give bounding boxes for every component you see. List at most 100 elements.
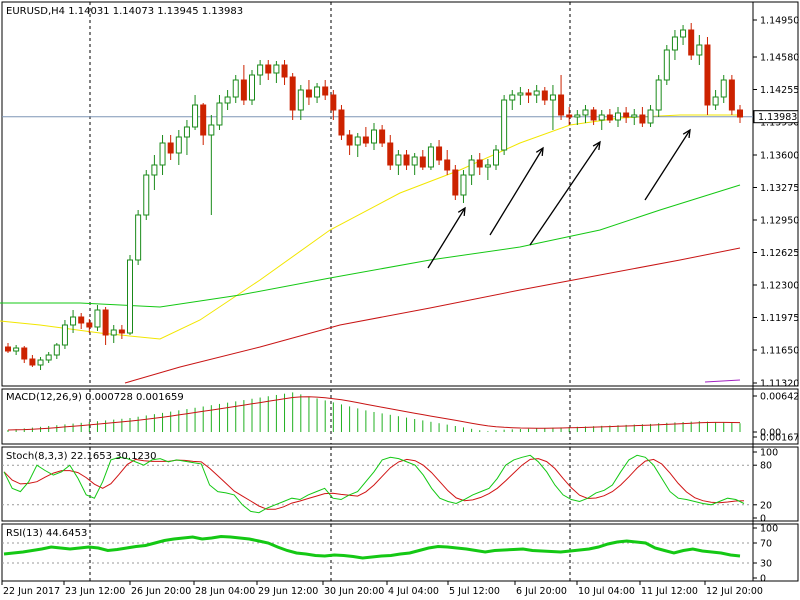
stoch-tick-label: 100: [760, 448, 778, 459]
macd-signal-line: [7, 396, 741, 431]
candle: [216, 102, 223, 126]
candle: [549, 94, 556, 101]
candle: [395, 154, 402, 166]
candle: [281, 64, 288, 78]
candle: [371, 129, 377, 144]
stoch-tick-label: 20: [760, 500, 772, 511]
candle: [257, 64, 264, 76]
candle: [297, 89, 304, 111]
candle: [5, 346, 11, 352]
time-tick-label: 29 Jun 12:00: [258, 586, 318, 597]
candle: [224, 96, 231, 104]
time-tick-label: 26 Jun 20:00: [131, 586, 191, 597]
trend-arrow-2-head: [535, 146, 544, 157]
time-tick-label: 12 Jul 20:00: [706, 586, 763, 597]
candle: [37, 359, 44, 366]
macd-tick-label: 0.001677: [760, 433, 800, 444]
price-tick-label: 1.12950: [760, 216, 799, 227]
candle: [411, 156, 418, 166]
trend-arrow-3-head: [592, 140, 601, 151]
macd-label: MACD(12,26,9) 0.000728 0.001659: [6, 392, 184, 403]
candle: [118, 329, 125, 334]
trend-arrow-1: [427, 207, 466, 269]
candle: [70, 316, 77, 326]
candle: [403, 154, 410, 166]
candle: [354, 136, 361, 146]
candle: [452, 169, 459, 196]
candle: [135, 214, 142, 261]
candle: [484, 164, 491, 168]
candle: [305, 89, 312, 98]
rsi-tick-label: 70: [760, 539, 772, 550]
candle: [78, 316, 85, 324]
candle: [265, 64, 272, 74]
pane-frame: [1, 446, 799, 522]
rsi-tick-label: 100: [760, 524, 778, 535]
trend-arrow-4-head: [682, 128, 691, 139]
candle: [45, 354, 52, 361]
candle: [680, 29, 687, 38]
rsi-label: RSI(13) 44.6453: [6, 528, 87, 539]
candle: [362, 136, 369, 144]
candle: [232, 79, 239, 98]
price-tick-label: 1.12625: [760, 248, 799, 259]
candle: [606, 114, 613, 121]
candle: [541, 90, 548, 101]
candle: [240, 79, 247, 101]
candle: [460, 174, 467, 196]
macd-tick-label: 0.006425: [760, 392, 800, 403]
candle: [314, 86, 321, 98]
time-tick-label: 28 Jun 04:00: [195, 586, 255, 597]
last-price-box: [753, 110, 799, 124]
stoch-pane[interactable]: 100 80 20 0: [1, 446, 799, 525]
candle: [688, 29, 695, 56]
chart-header: EURUSD,H4 1.14031 1.14073 1.13945 1.1398…: [6, 6, 243, 17]
candle: [493, 149, 499, 166]
candle: [175, 136, 182, 154]
stoch-main-line: [3, 454, 745, 514]
time-axis: 22 Jun 2017 23 Jun 12:00 26 Jun 20:00 28 Ju…: [1, 580, 763, 597]
last-price-label: 1.13983: [758, 112, 797, 123]
trend-arrow-4: [644, 129, 691, 201]
candle: [338, 109, 345, 136]
ma-purple-line: [704, 379, 741, 383]
candle: [712, 96, 719, 106]
candle: [590, 109, 597, 121]
ma-red-line: [124, 247, 741, 384]
stoch-label: Stoch(8,3,3) 22.1653 30.1230: [6, 451, 157, 462]
candle: [29, 358, 36, 366]
pane-frame: [1, 388, 799, 445]
candle: [501, 99, 508, 151]
macd-pane[interactable]: 0.006425 0.0016770.00: [1, 388, 800, 445]
price-tick-label: 1.14580: [760, 53, 799, 64]
candle: [631, 114, 638, 118]
candle: [53, 344, 60, 356]
candle: [249, 74, 255, 101]
candle: [273, 64, 280, 74]
time-tick-label: 6 Jul 20:00: [516, 586, 567, 597]
price-tick-label: 1.12300: [760, 281, 799, 292]
candle: [330, 94, 337, 111]
candle: [476, 159, 483, 168]
candle: [102, 309, 109, 336]
price-tick-label: 1.14255: [760, 85, 799, 96]
trend-arrow-1-head: [457, 206, 466, 217]
candle: [582, 109, 589, 116]
trend-arrow-3: [529, 141, 601, 246]
candle: [468, 159, 475, 176]
price-pane[interactable]: 1.149501.145801.142551.139301.136001.132…: [0, 1, 799, 581]
macd-tick-label: 0.00: [760, 428, 781, 439]
candle: [704, 44, 711, 106]
time-tick-label: 30 Jun 20:00: [324, 586, 384, 597]
candle: [192, 104, 199, 128]
candle: [720, 79, 727, 98]
candle: [598, 114, 605, 121]
ma-green-line: [0, 184, 741, 308]
candle: [167, 142, 174, 154]
candle: [346, 134, 353, 146]
candle: [289, 76, 296, 111]
candle: [663, 49, 670, 81]
stoch-signal-line: [3, 458, 745, 510]
trend-arrow-2: [489, 147, 544, 236]
